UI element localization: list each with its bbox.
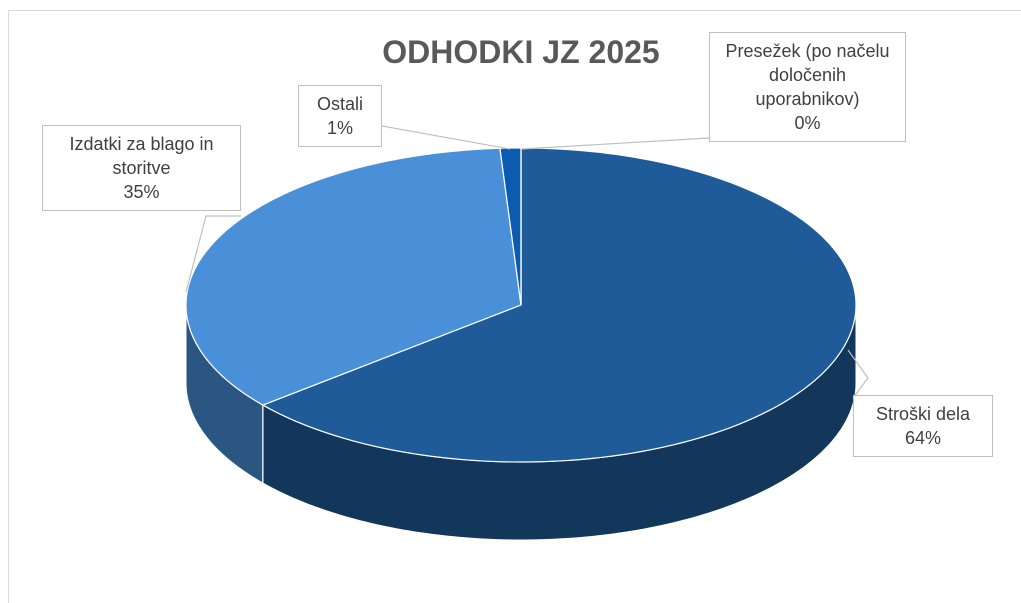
- data-label: Izdatki za blago in storitve 35%: [42, 125, 241, 211]
- pie: [185, 147, 857, 541]
- label-value: 0%: [794, 113, 821, 133]
- label-value: 1%: [326, 118, 353, 138]
- leader-line: [381, 125, 511, 150]
- data-label: Presežek (po načelu določenih uporabniko…: [709, 32, 906, 142]
- leader-line: [185, 215, 241, 293]
- leader-line: [847, 349, 869, 399]
- slice: [261, 147, 857, 463]
- chart-title: ODHODKI JZ 2025: [382, 34, 660, 70]
- slice: [185, 147, 522, 406]
- label-name: Presežek (po načelu določenih uporabniko…: [725, 41, 890, 109]
- data-label: Ostali 1%: [298, 85, 382, 147]
- label-name: Izdatki za blago in storitve: [69, 134, 214, 178]
- label-name: Ostali: [316, 94, 363, 114]
- label-value: 64%: [904, 428, 942, 448]
- data-label: Stroški dela 64%: [853, 395, 993, 457]
- leader-line: [521, 137, 710, 150]
- leader-lines: [185, 125, 869, 399]
- label-value: 35%: [123, 182, 160, 202]
- label-name: Stroški dela: [875, 404, 971, 424]
